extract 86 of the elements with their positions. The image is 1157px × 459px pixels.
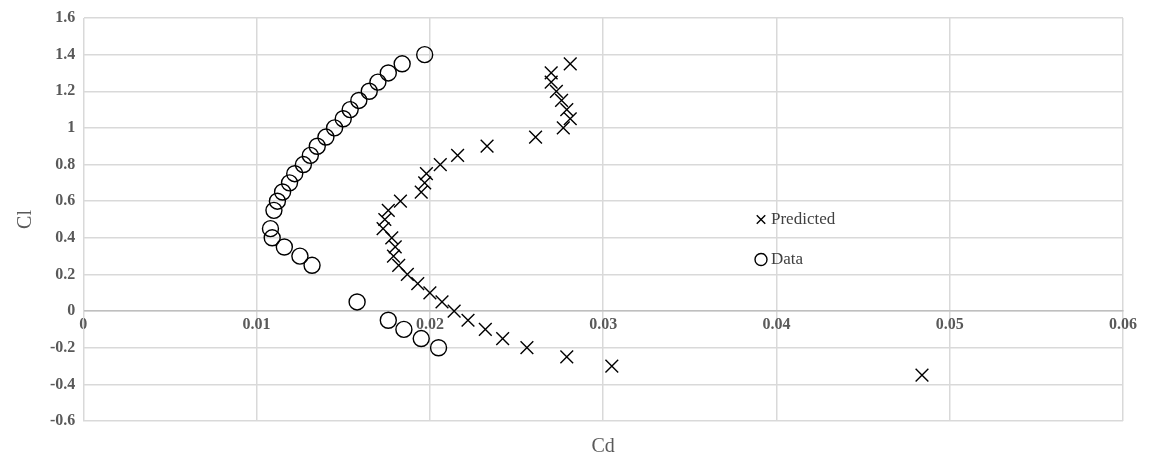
point [386, 249, 401, 264]
point [410, 276, 425, 291]
point [450, 148, 465, 163]
x-tick-label: 0.02 [415, 314, 444, 332]
y-tick-label: 0.4 [55, 227, 76, 245]
point [460, 313, 476, 328]
point [376, 221, 391, 236]
point [519, 340, 534, 355]
point [286, 165, 304, 183]
point [291, 247, 309, 265]
legend-label: Data [771, 248, 804, 268]
point [914, 368, 930, 383]
legend-label: Predicted [771, 208, 836, 228]
y-tick-label: 0.2 [55, 264, 76, 282]
point [495, 331, 510, 346]
point [393, 194, 408, 209]
y-tick-label: 0 [67, 301, 76, 319]
point [422, 285, 437, 300]
point [350, 91, 368, 110]
y-tick-label: -0.2 [50, 337, 76, 355]
point [393, 55, 411, 73]
point [317, 128, 335, 146]
point [265, 201, 283, 220]
point [549, 84, 564, 99]
point [415, 45, 434, 64]
point [414, 184, 429, 200]
y-tick-label: 1.4 [55, 44, 76, 62]
point [308, 137, 326, 155]
point [303, 256, 321, 274]
point [379, 311, 397, 329]
point [334, 110, 352, 128]
x-tick-label: 0.03 [589, 314, 618, 332]
point [434, 294, 450, 309]
y-tick-label: 1.2 [55, 81, 76, 99]
point [544, 65, 559, 81]
point [447, 304, 462, 319]
point [417, 175, 432, 190]
point [379, 64, 397, 82]
y-tick-label: 0.8 [55, 154, 76, 172]
point [275, 238, 294, 256]
point [369, 73, 387, 91]
x-axis-title: Cd [591, 434, 615, 457]
point [273, 183, 292, 201]
point [556, 120, 571, 135]
y-tick-label: -0.4 [50, 374, 76, 392]
point [360, 82, 378, 100]
y-tick-label: 1.6 [55, 8, 76, 26]
point [528, 130, 543, 145]
point [559, 349, 574, 364]
point [381, 203, 396, 218]
point [419, 166, 434, 181]
point [294, 155, 313, 174]
point [384, 230, 399, 245]
point [325, 119, 344, 137]
y-tick-label: 0.6 [55, 191, 76, 209]
x-tick-label: 0.01 [242, 314, 271, 332]
y-tick-label: -0.6 [50, 411, 76, 429]
point [341, 100, 359, 119]
y-tick-label: 1 [67, 118, 76, 136]
point [400, 267, 415, 282]
point [604, 358, 619, 374]
y-axis-title: Cl [13, 209, 36, 229]
point [263, 229, 281, 247]
point [377, 212, 392, 227]
point [261, 219, 280, 238]
point [563, 111, 578, 126]
x-tick-label: 0.04 [762, 314, 791, 332]
point [388, 239, 403, 255]
point [478, 322, 493, 337]
point [301, 146, 320, 165]
x-tick-label: 0.05 [935, 314, 964, 332]
point [480, 139, 495, 154]
point [554, 93, 569, 108]
point [268, 192, 287, 210]
point [412, 329, 430, 348]
point [348, 293, 366, 311]
point [563, 56, 578, 71]
point [391, 258, 406, 273]
point [429, 339, 448, 357]
point [544, 75, 559, 90]
point [559, 102, 574, 117]
x-tick-label: 0.06 [1109, 314, 1137, 332]
x-tick-label: 0 [79, 314, 88, 332]
point [433, 157, 448, 172]
point [280, 174, 299, 192]
point [395, 320, 413, 339]
